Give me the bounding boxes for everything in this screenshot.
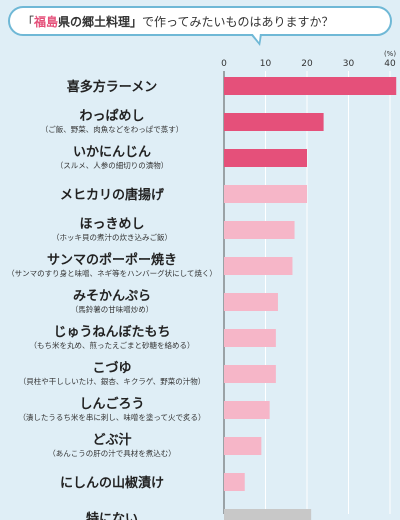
category-label: にしんの山椒漬け (60, 475, 164, 491)
bar (224, 365, 276, 383)
bar (224, 437, 262, 455)
speech-tail-inner (252, 33, 260, 42)
category-sublabel: （サンマのすり身と味噌、ネギ等をハンバーグ状にして焼く） (7, 268, 217, 278)
x-tick-label: 10 (260, 59, 272, 69)
bar (224, 185, 307, 203)
chart-title: 「福島 県の郷土料理」 で作ってみたいものはありますか？ (8, 6, 392, 36)
x-tick-label: 0 (221, 59, 227, 69)
bar (224, 509, 312, 520)
category-sublabel: （スルメ、人参の細切りの漬物） (56, 160, 169, 170)
category-sublabel: （馬鈴薯の甘味噌炒め） (71, 304, 154, 314)
title-rest: で作ってみたいものはありますか？ (142, 14, 334, 29)
category-label: どぶ汁 (92, 432, 131, 448)
bar (224, 293, 278, 311)
category-sublabel: （ご飯、野菜、肉魚などをわっぱで蒸す） (41, 124, 184, 134)
title-open: 「 (22, 14, 35, 29)
x-tick-label: 20 (301, 59, 313, 69)
category-label: しんごろう (79, 396, 144, 412)
category-label: サンマのポーポー焼き (47, 252, 177, 268)
category-sublabel: （貝柱や干ししいたけ、銀杏、キクラゲ、野菜の汁物） (19, 376, 206, 386)
category-label: 特にない (86, 511, 138, 520)
bar (224, 257, 293, 275)
title-prefecture: 福島 (34, 14, 59, 29)
bar (224, 149, 307, 167)
category-sublabel: （ホッキ貝の煮汁の炊き込みご飯） (52, 232, 172, 242)
unit-label: (%) (384, 50, 396, 58)
title-middle: 県の郷土料理」 (58, 14, 143, 29)
x-tick-label: 30 (343, 59, 355, 69)
x-tick-label: 40 (384, 59, 396, 69)
bar (224, 473, 245, 491)
category-sublabel: （もち米を丸め、煎ったえごまと砂糖を絡める） (30, 340, 195, 350)
bar (224, 329, 276, 347)
category-label: わっぱめし (79, 108, 144, 124)
bar (224, 401, 270, 419)
category-label: ほっきめし (79, 217, 144, 232)
category-label: メヒカリの唐揚げ (60, 187, 165, 203)
category-label: こづゆ (92, 360, 131, 376)
category-label: みそかんぷら (73, 289, 151, 304)
bar (224, 221, 295, 239)
category-sublabel: （潰したうるち米を串に刺し、味噌を塗って火で炙る） (18, 412, 205, 422)
category-label: いかにんじん (73, 145, 151, 160)
bar (224, 113, 324, 131)
category-label: 喜多方ラーメン (67, 79, 157, 95)
bar (224, 77, 397, 95)
category-sublabel: （あんこうの肝の汁で具材を煮込む） (48, 448, 176, 458)
category-label: じゅうねんぼたもち (53, 325, 170, 340)
